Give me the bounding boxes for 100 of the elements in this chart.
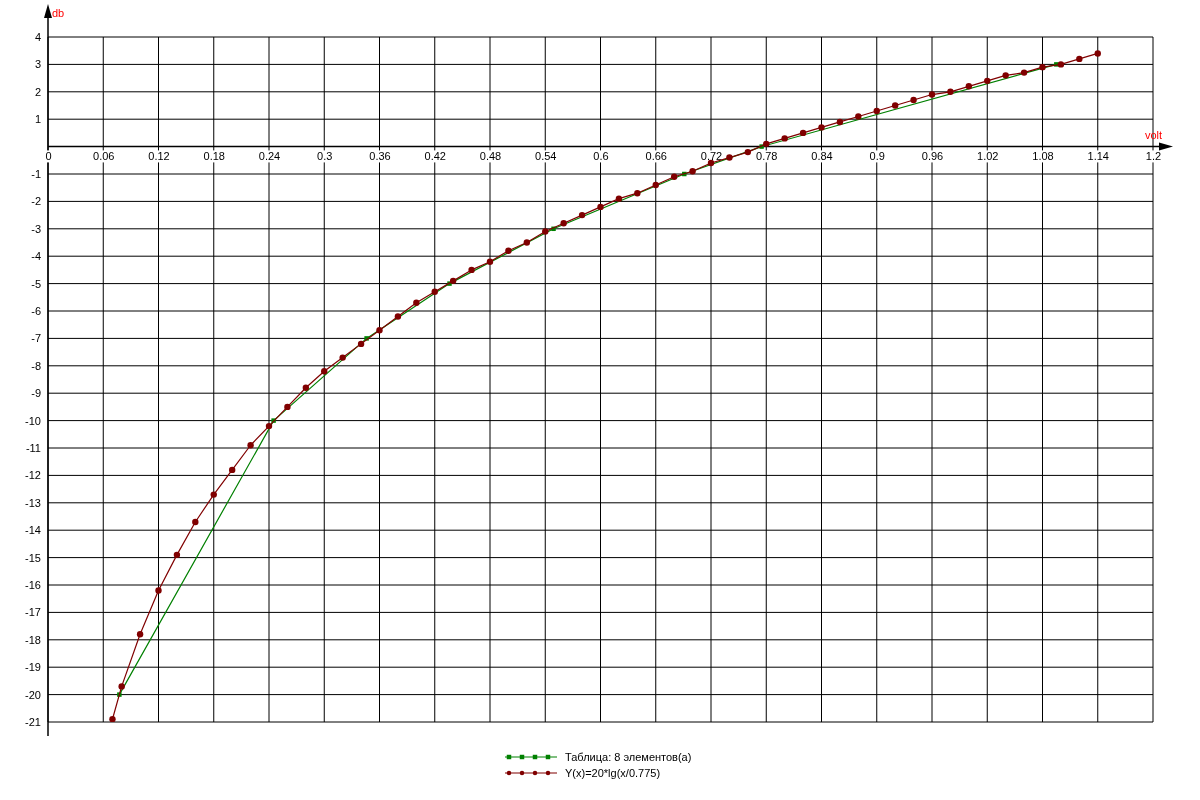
point xyxy=(891,102,899,109)
x-tick-label: 0.72 xyxy=(700,150,723,163)
point xyxy=(523,239,531,246)
legend-label: Y(x)=20*lg(x/0.775) xyxy=(565,767,661,779)
y-tick-label: -7 xyxy=(31,332,41,345)
point xyxy=(109,716,116,722)
point xyxy=(873,107,880,115)
y-tick-label: -4 xyxy=(31,250,41,263)
point xyxy=(836,118,844,126)
point xyxy=(634,189,641,197)
y-tick-label: -16 xyxy=(25,579,41,592)
x-tick-label: 0.48 xyxy=(479,150,502,163)
point xyxy=(302,384,310,391)
x-tick-label: 0.24 xyxy=(258,150,281,163)
point xyxy=(855,113,862,120)
x-tick-label: 0.78 xyxy=(756,150,778,163)
point xyxy=(965,83,973,90)
y-tick-label: 1 xyxy=(34,113,41,126)
y-tick-label: 2 xyxy=(34,85,41,98)
point xyxy=(947,88,954,95)
point xyxy=(284,403,291,411)
point xyxy=(799,129,807,137)
point xyxy=(670,173,678,180)
y-tick-label: -21 xyxy=(25,716,41,729)
x-tick-label: 0.9 xyxy=(869,150,885,163)
y-tick-label: -15 xyxy=(25,551,41,564)
point xyxy=(376,326,383,334)
point xyxy=(339,354,346,361)
point xyxy=(449,277,457,285)
point xyxy=(173,551,181,559)
point xyxy=(1057,61,1065,68)
y-tick-label: 4 xyxy=(34,31,41,44)
y-tick-label: -6 xyxy=(31,305,41,318)
x-tick-label: 0.84 xyxy=(811,150,833,163)
point xyxy=(1039,63,1046,71)
y-tick-label: -12 xyxy=(25,469,41,482)
point xyxy=(192,518,199,526)
point xyxy=(155,587,162,594)
y-tick-label: -9 xyxy=(31,387,41,400)
point xyxy=(652,181,659,189)
x-tick-label: 0.6 xyxy=(593,150,609,163)
y-tick-label: 3 xyxy=(34,58,41,71)
y-tick-label: -17 xyxy=(25,606,41,619)
y-axis-title: db xyxy=(52,7,65,19)
point xyxy=(1076,55,1083,63)
x-tick-label: 0.18 xyxy=(203,150,225,163)
point xyxy=(928,91,936,98)
point xyxy=(468,266,475,274)
point xyxy=(578,211,586,219)
x-tick-label: 0.96 xyxy=(921,150,944,163)
x-tick-label: 0.36 xyxy=(369,150,391,163)
x-tick-label: 0.42 xyxy=(424,150,446,163)
x-tick-label: 0.12 xyxy=(148,150,170,163)
point xyxy=(910,96,917,104)
point xyxy=(542,228,549,235)
y-tick-label: -18 xyxy=(25,633,41,646)
y-tick-label: -14 xyxy=(25,524,41,537)
y-tick-label: -11 xyxy=(25,442,41,455)
x-tick-label: 1.14 xyxy=(1087,150,1109,163)
point xyxy=(413,299,420,306)
y-tick-label: -13 xyxy=(25,496,41,509)
point xyxy=(505,247,512,254)
point xyxy=(1002,72,1009,79)
point xyxy=(394,313,402,320)
point xyxy=(818,124,825,131)
point xyxy=(136,631,144,638)
y-tick-label: -1 xyxy=(31,168,41,181)
point xyxy=(321,368,328,375)
point xyxy=(118,683,125,690)
x-axis-title: volt xyxy=(1145,128,1163,141)
y-tick-label: -8 xyxy=(31,359,41,372)
point xyxy=(984,77,991,85)
y-tick-label: -19 xyxy=(25,661,41,674)
point xyxy=(726,154,733,161)
x-tick-label: 1.2 xyxy=(1145,150,1162,163)
y-tick-label: -2 xyxy=(31,195,41,208)
point xyxy=(615,195,623,202)
x-tick-label: 1.08 xyxy=(1032,150,1054,163)
point xyxy=(210,491,217,498)
y-tick-label: -20 xyxy=(25,688,41,701)
point xyxy=(1094,50,1101,57)
y-tick-label: -10 xyxy=(25,414,41,427)
point xyxy=(560,220,567,227)
x-tick-label: 0.66 xyxy=(645,150,667,163)
point xyxy=(431,288,438,296)
y-tick-label: -3 xyxy=(31,222,41,235)
point xyxy=(781,135,788,142)
legend-label: Таблица: 8 элементов(а) xyxy=(565,751,692,763)
point xyxy=(486,258,494,265)
point xyxy=(597,203,604,211)
x-tick-label: 0.54 xyxy=(535,150,557,163)
point xyxy=(228,466,236,474)
point xyxy=(763,140,770,148)
x-tick-label: 0.3 xyxy=(317,150,333,163)
point xyxy=(744,148,752,156)
x-tick-label: 1.02 xyxy=(977,150,999,163)
point xyxy=(247,442,254,449)
x-tick-label: 0 xyxy=(45,150,52,163)
point xyxy=(689,168,696,175)
x-tick-label: 0.06 xyxy=(93,150,115,163)
